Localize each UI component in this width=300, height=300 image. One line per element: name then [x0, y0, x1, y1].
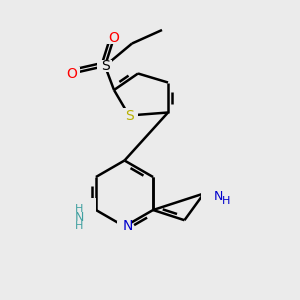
Bar [201, 184, 225, 203]
Text: H: H [222, 196, 230, 206]
Bar [117, 220, 132, 232]
Text: S: S [100, 59, 109, 73]
Text: N: N [214, 190, 223, 203]
Bar [66, 198, 96, 222]
Bar [98, 60, 112, 72]
Text: N: N [122, 220, 133, 233]
Text: N: N [75, 211, 84, 224]
Text: O: O [109, 31, 119, 44]
Text: H: H [75, 220, 84, 231]
Bar [64, 68, 80, 80]
Bar [106, 32, 122, 44]
Text: S: S [124, 109, 134, 122]
Text: H: H [75, 203, 84, 214]
Bar [120, 108, 138, 123]
Text: O: O [67, 67, 77, 80]
